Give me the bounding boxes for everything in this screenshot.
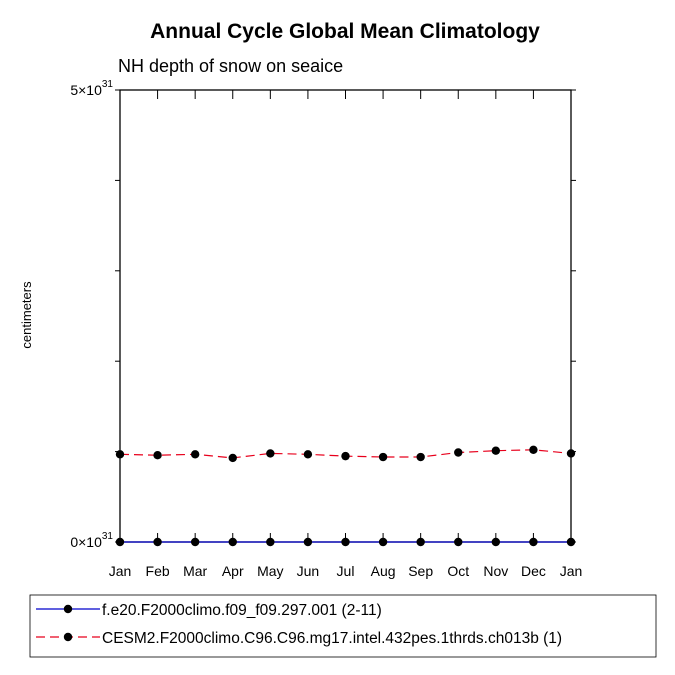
y-axis-label: centimeters	[19, 281, 34, 349]
x-tick-label: Feb	[146, 563, 170, 579]
plot-area: Jan Feb Mar Apr May Jun Jul Aug Sep Oct Nov Dec Jan 0…	[70, 79, 582, 579]
x-tick-label: Sep	[408, 563, 433, 579]
series-1-point	[190, 537, 200, 547]
x-tick-label: May	[257, 563, 283, 579]
series-2-point	[303, 450, 313, 459]
series-1-point	[341, 537, 350, 547]
series-1-point	[416, 537, 425, 547]
legend-marker-1	[63, 604, 73, 614]
x-tick-label: Mar	[183, 563, 207, 579]
legend-label-2: CESM2.F2000climo.C96.C96.mg17.intel.432p…	[102, 630, 562, 647]
series-2-point	[266, 449, 275, 458]
y-tick-mantissa: 5	[70, 82, 78, 98]
series-1-point	[566, 537, 576, 547]
series-2-point	[341, 451, 350, 461]
series-1-point	[491, 537, 501, 547]
series-2-point	[529, 445, 538, 454]
series-2-point	[153, 451, 162, 460]
series-2-point	[454, 448, 463, 457]
x-tick-label: Jan	[109, 563, 132, 579]
series-2-point	[378, 452, 388, 462]
x-tick-label: Dec	[521, 563, 546, 579]
series-2-point	[115, 450, 125, 459]
y-tick-label: 5×1031	[70, 79, 113, 98]
series-2-point	[416, 452, 425, 462]
series-1-point	[303, 537, 313, 547]
series-2-point	[228, 453, 237, 463]
x-tick-label: Jan	[560, 563, 583, 579]
chart-title: Annual Cycle Global Mean Climatology	[150, 20, 540, 43]
y-tick-label: 0×1031	[70, 531, 113, 550]
x-tick-label: Jul	[337, 563, 355, 579]
series-1-point	[153, 537, 162, 547]
x-tick-label: Oct	[447, 563, 469, 579]
series-1-point	[228, 537, 237, 547]
series-2-point	[566, 449, 576, 458]
y-tick-exponent: 31	[102, 79, 114, 90]
series-1-point	[454, 537, 463, 547]
chart-subtitle: NH depth of snow on seaice	[118, 56, 343, 76]
legend: f.e20.F2000climo.f09_f09.297.001 (2-11) C…	[29, 594, 657, 658]
y-tick-times: ×10	[78, 534, 102, 550]
y-tick-times: ×10	[78, 82, 102, 98]
y-tick-exponent: 31	[102, 531, 114, 542]
series-1-point	[115, 537, 125, 547]
series-1-point	[378, 537, 388, 547]
legend-box	[29, 594, 657, 658]
x-tick-label: Aug	[371, 563, 396, 579]
x-tick-label: Apr	[222, 563, 244, 579]
x-tick-label: Jun	[297, 563, 320, 579]
series-1-point	[529, 537, 538, 547]
legend-marker-2	[63, 632, 73, 642]
x-tick-label: Nov	[483, 563, 508, 579]
series-1-point	[266, 537, 275, 547]
plot-frame	[119, 89, 572, 543]
y-tick-mantissa: 0	[70, 534, 78, 550]
series-2-point	[190, 450, 200, 459]
series-2-point	[491, 446, 501, 455]
legend-label-1: f.e20.F2000climo.f09_f09.297.001 (2-11)	[102, 602, 382, 619]
